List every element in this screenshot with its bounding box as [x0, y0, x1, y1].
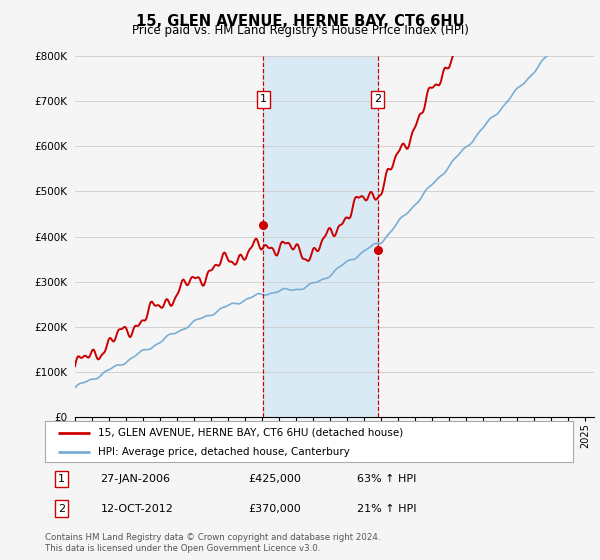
Bar: [263, 56, 377, 417]
Text: 15, GLEN AVENUE, HERNE BAY, CT6 6HU: 15, GLEN AVENUE, HERNE BAY, CT6 6HU: [136, 14, 464, 29]
Text: 63% ↑ HPI: 63% ↑ HPI: [356, 474, 416, 484]
Text: 2: 2: [374, 94, 381, 104]
Text: HPI: Average price, detached house, Canterbury: HPI: Average price, detached house, Cant…: [98, 447, 350, 457]
Text: 12-OCT-2012: 12-OCT-2012: [100, 503, 173, 514]
Text: £370,000: £370,000: [248, 503, 301, 514]
Text: Contains HM Land Registry data © Crown copyright and database right 2024.
This d: Contains HM Land Registry data © Crown c…: [45, 533, 380, 553]
Text: 1: 1: [58, 474, 65, 484]
Text: Price paid vs. HM Land Registry's House Price Index (HPI): Price paid vs. HM Land Registry's House …: [131, 24, 469, 37]
Text: 21% ↑ HPI: 21% ↑ HPI: [356, 503, 416, 514]
Text: 1: 1: [260, 94, 267, 104]
Text: 27-JAN-2006: 27-JAN-2006: [100, 474, 170, 484]
Text: £425,000: £425,000: [248, 474, 301, 484]
Text: 2: 2: [58, 503, 65, 514]
Text: 15, GLEN AVENUE, HERNE BAY, CT6 6HU (detached house): 15, GLEN AVENUE, HERNE BAY, CT6 6HU (det…: [98, 428, 403, 437]
